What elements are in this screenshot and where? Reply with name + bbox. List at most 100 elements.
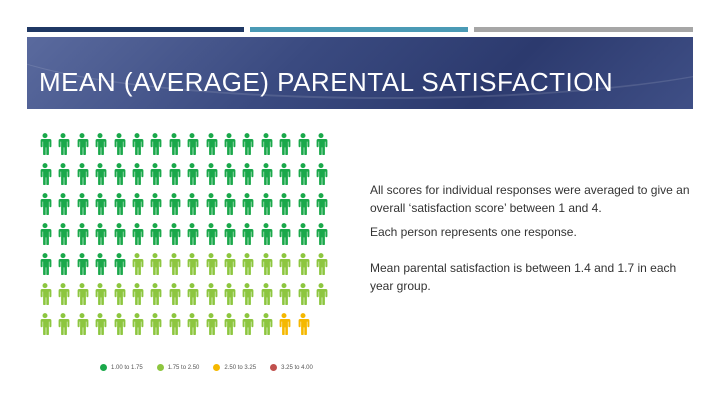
person-icon	[297, 163, 309, 185]
person-icon	[316, 163, 328, 185]
person-icon	[279, 133, 291, 155]
legend-label: 3.25 to 4.00	[281, 364, 313, 371]
person-icon	[279, 283, 291, 305]
person-icon	[132, 193, 144, 215]
person-icon	[150, 193, 162, 215]
person-icon	[150, 283, 162, 305]
person-icon	[58, 283, 70, 305]
legend: 1.00 to 1.75 1.75 to 2.50 2.50 to 3.25 3.25…	[100, 364, 313, 371]
person-icon	[40, 223, 52, 245]
person-icon	[224, 283, 236, 305]
paragraph-each-person: Each person represents one response.	[370, 225, 577, 239]
person-icon	[297, 283, 309, 305]
person-icon	[113, 163, 125, 185]
person-icon	[76, 223, 89, 245]
person-icon	[316, 253, 328, 275]
person-icon	[205, 133, 217, 155]
legend-label: 1.00 to 1.75	[111, 364, 143, 371]
person-icon	[242, 133, 254, 155]
person-icon	[150, 223, 162, 245]
person-icon	[95, 313, 107, 335]
person-icon	[260, 163, 273, 185]
person-icon	[187, 133, 199, 155]
person-icon	[260, 283, 273, 305]
person-icon	[132, 163, 144, 185]
person-icon	[242, 223, 254, 245]
person-icon	[40, 313, 52, 335]
person-icon	[187, 163, 199, 185]
person-icon	[76, 193, 89, 215]
paragraph-averaging: All scores for individual responses were…	[370, 183, 690, 215]
person-icon	[224, 133, 236, 155]
legend-item: 1.75 to 2.50	[156, 364, 200, 371]
legend-dot-icon	[156, 364, 164, 371]
person-icon	[205, 313, 217, 335]
person-icon	[242, 313, 254, 335]
person-icon	[40, 193, 52, 215]
legend-item: 2.50 to 3.25	[213, 364, 256, 371]
person-icon	[297, 253, 309, 275]
person-icon	[40, 253, 52, 275]
person-icon	[150, 163, 162, 185]
person-icon	[316, 223, 328, 245]
person-icon	[168, 193, 181, 215]
person-icon	[168, 283, 181, 305]
person-icon	[224, 223, 236, 245]
person-icon	[260, 193, 273, 215]
person-icon	[316, 283, 328, 305]
person-icon	[95, 193, 107, 215]
person-icon	[132, 253, 144, 275]
person-icon	[297, 223, 309, 245]
person-icon	[279, 223, 291, 245]
person-icon	[132, 313, 144, 335]
person-icon	[150, 133, 162, 155]
person-icon	[76, 313, 89, 335]
person-icon	[205, 223, 217, 245]
person-icon	[205, 193, 217, 215]
legend-dot-icon	[270, 364, 278, 371]
person-icon	[168, 253, 181, 275]
banner-swoosh	[27, 37, 693, 99]
person-icon	[316, 193, 328, 215]
person-icon	[168, 313, 181, 335]
person-icon	[76, 163, 89, 185]
person-icon	[113, 313, 125, 335]
person-icon	[58, 133, 70, 155]
person-icon	[187, 223, 199, 245]
person-icon	[260, 253, 273, 275]
accent-bar-dark	[27, 27, 244, 32]
person-icon	[58, 253, 70, 275]
legend-label: 1.75 to 2.50	[167, 364, 200, 371]
person-icon	[297, 313, 309, 335]
legend-dot-icon	[100, 364, 107, 371]
person-icon	[205, 253, 217, 275]
person-icon	[40, 163, 52, 185]
person-icon	[76, 283, 89, 305]
person-icon	[316, 133, 328, 155]
person-icon	[242, 253, 254, 275]
person-icon	[76, 133, 89, 155]
accent-bar-teal	[250, 27, 468, 32]
legend-item: 3.25 to 4.00	[270, 364, 313, 371]
person-icon	[113, 223, 125, 245]
person-icon	[132, 283, 144, 305]
person-icon	[40, 133, 52, 155]
person-icon	[95, 223, 107, 245]
person-icon	[279, 313, 291, 335]
person-icon	[95, 283, 107, 305]
person-icon	[187, 313, 199, 335]
person-icon	[297, 133, 309, 155]
person-icon	[168, 163, 181, 185]
person-icon	[132, 223, 144, 245]
person-icon	[95, 163, 107, 185]
slide-title: MEAN (AVERAGE) PARENTAL SATISFACTION	[39, 67, 614, 97]
person-icon	[76, 253, 89, 275]
person-icon	[279, 163, 291, 185]
person-icon	[297, 193, 309, 215]
paragraph-mean-satisfaction: Mean parental satisfaction is between 1.…	[370, 261, 677, 293]
person-icon	[187, 283, 199, 305]
person-icon	[58, 193, 70, 215]
person-icon	[113, 253, 125, 275]
person-icon	[168, 133, 181, 155]
legend-dot-icon	[213, 364, 221, 371]
